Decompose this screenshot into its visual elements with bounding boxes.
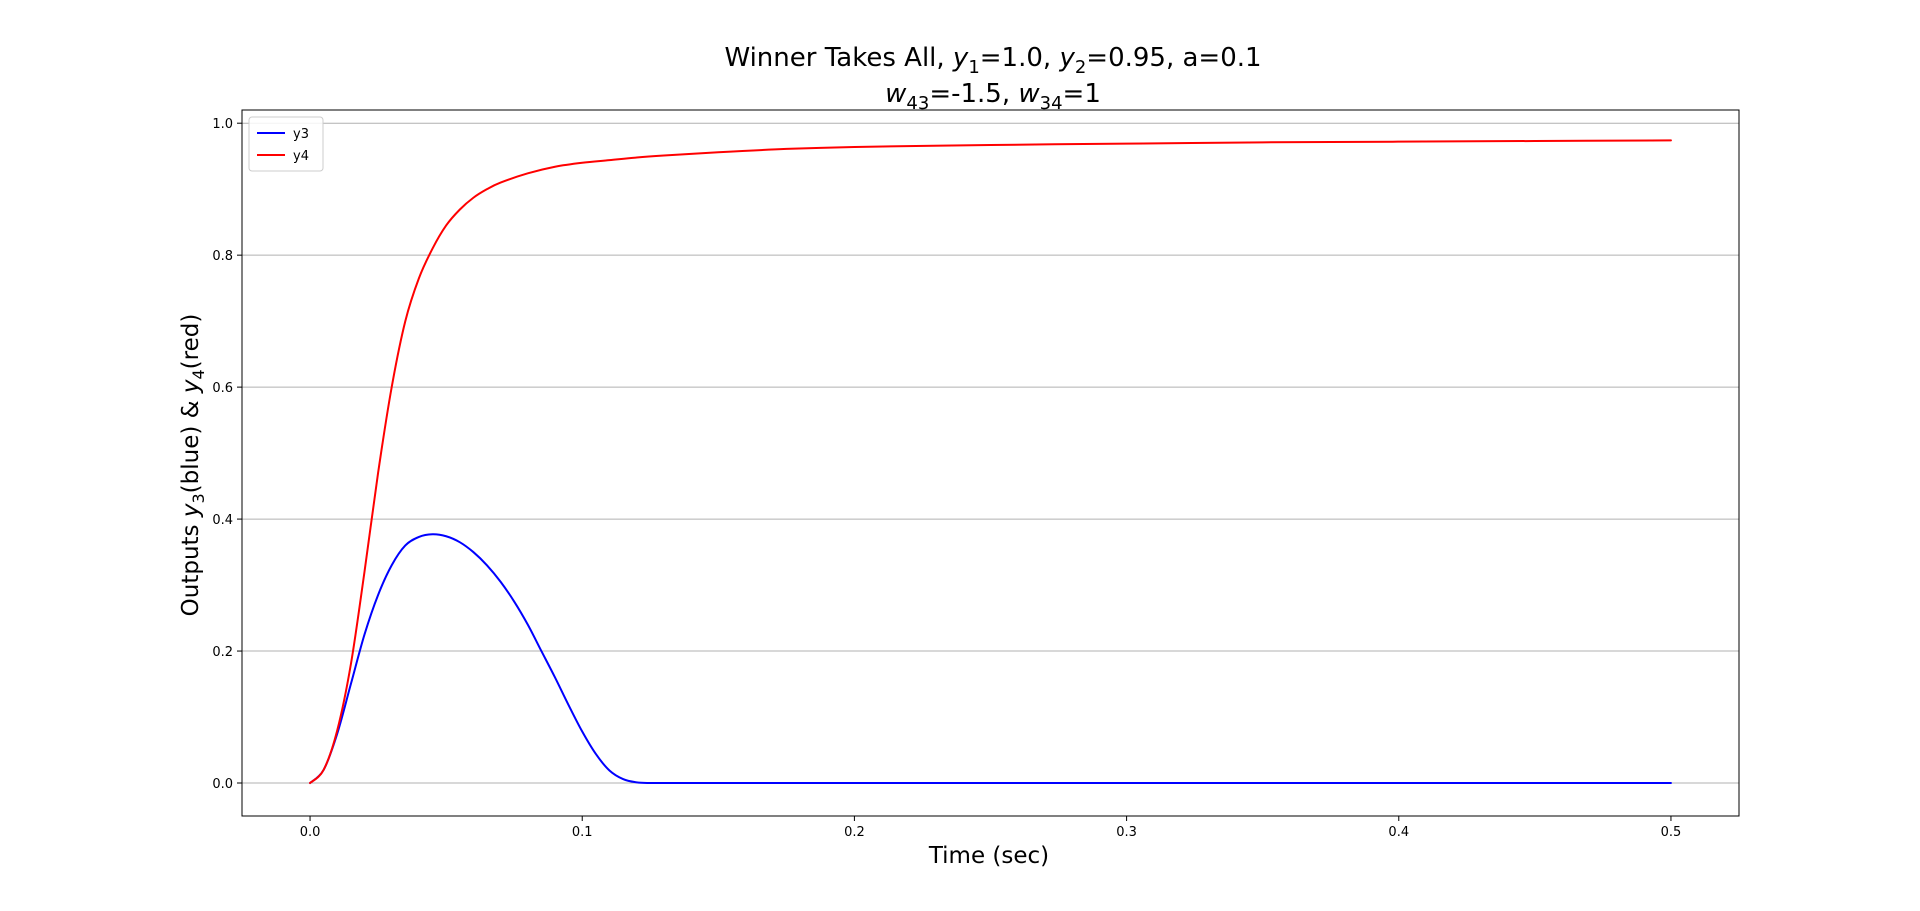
y-tick-label-3: 0.6 — [212, 381, 233, 396]
title-value-2: =0.95, a=0.1 — [1086, 43, 1261, 73]
ylabel-part3: (red) — [178, 314, 204, 370]
title-sub-34: 34 — [1040, 93, 1063, 114]
title-prefix: Winner Takes All, — [724, 43, 952, 73]
y-axis-ticks: 0.0 0.2 0.4 0.6 0.8 1.0 — [212, 117, 242, 792]
title-sub-2: 2 — [1075, 57, 1086, 78]
y-axis-label: Outputs y3(blue) & y4(red) — [178, 314, 208, 617]
legend-box — [248, 116, 324, 172]
x-tick-label-2: 0.2 — [844, 825, 865, 840]
ylabel-var-y4: y — [178, 379, 204, 394]
x-tick-label-3: 0.3 — [1116, 825, 1137, 840]
series-lines — [309, 139, 1672, 785]
y-tick-label-0: 0.0 — [212, 777, 233, 792]
title-var-w43: w — [885, 79, 907, 109]
ylabel-sub-3: 3 — [189, 493, 208, 503]
x-axis-ticks: 0.0 0.1 0.2 0.3 0.4 0.5 — [300, 816, 1682, 840]
legend-label-y3: y3 — [293, 127, 309, 142]
title-value-w43: =-1.5, — [929, 79, 1018, 109]
title-sub-1: 1 — [968, 57, 979, 78]
chart-title-line2: w43=-1.5, w34=1 — [885, 79, 1101, 114]
x-axis-label: Time (sec) — [928, 843, 1049, 869]
x-tick-label-5: 0.5 — [1661, 825, 1682, 840]
y-tick-label-5: 1.0 — [212, 117, 233, 132]
series-line-y3 — [309, 533, 1672, 785]
y-tick-label-4: 0.8 — [212, 249, 233, 264]
y-tick-label-2: 0.4 — [212, 513, 233, 528]
x-tick-label-4: 0.4 — [1388, 825, 1409, 840]
title-value-1: =1.0, — [980, 43, 1060, 73]
legend-label-y4: y4 — [293, 149, 309, 164]
title-var-w34: w — [1018, 79, 1040, 109]
title-sub-43: 43 — [906, 93, 929, 114]
ylabel-sub-4: 4 — [189, 369, 208, 379]
x-tick-label-0: 0.0 — [300, 825, 321, 840]
plot-area — [241, 109, 1740, 817]
series-line-y4 — [309, 139, 1672, 785]
ylabel-part2: (blue) & — [178, 393, 204, 493]
x-tick-label-1: 0.1 — [572, 825, 593, 840]
ylabel-var-y3: y — [178, 503, 204, 518]
grid — [242, 122, 1739, 784]
y-tick-label-1: 0.2 — [212, 645, 233, 660]
title-value-w34: =1 — [1063, 79, 1101, 109]
title-var-y1: y — [952, 43, 969, 73]
title-var-y2: y — [1058, 43, 1075, 73]
ylabel-part1: Outputs — [178, 517, 204, 616]
chart-title-line1: Winner Takes All, y1=1.0, y2=0.95, a=0.1 — [724, 43, 1261, 78]
